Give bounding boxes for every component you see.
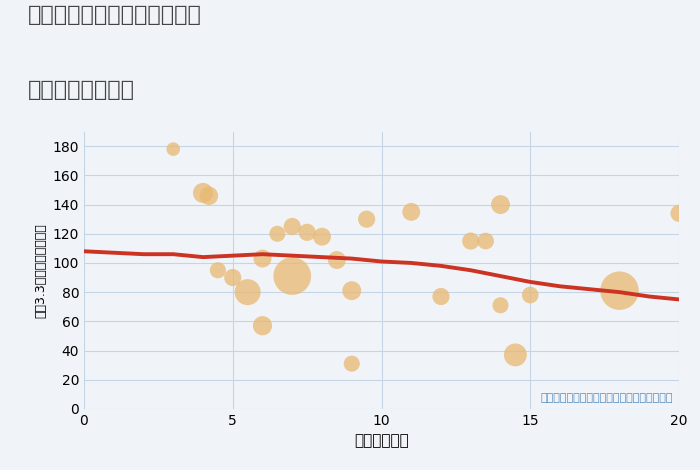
Point [168, 145, 179, 153]
Point [346, 287, 357, 294]
Point [480, 237, 491, 245]
Text: 駅距離別土地価格: 駅距離別土地価格 [28, 80, 135, 100]
Point [272, 230, 283, 237]
Point [525, 291, 536, 299]
Point [203, 192, 214, 200]
X-axis label: 駅距離（分）: 駅距離（分） [354, 433, 409, 448]
Point [406, 208, 417, 216]
Point [227, 274, 238, 282]
Point [361, 215, 372, 223]
Point [673, 210, 685, 217]
Point [465, 237, 476, 245]
Point [331, 256, 342, 264]
Point [316, 233, 328, 241]
Point [495, 201, 506, 208]
Point [257, 255, 268, 262]
Point [510, 351, 521, 359]
Point [435, 293, 447, 300]
Point [287, 223, 298, 230]
Text: 兵庫県西宮市甲子園九番町の: 兵庫県西宮市甲子園九番町の [28, 5, 202, 25]
Point [346, 360, 357, 368]
Point [614, 287, 625, 294]
Point [495, 302, 506, 309]
Point [302, 228, 313, 236]
Point [242, 289, 253, 296]
Point [197, 189, 209, 196]
Point [287, 272, 298, 280]
Point [257, 322, 268, 329]
Point [212, 266, 223, 274]
Text: 円の大きさは、取引のあった物件面積を示す: 円の大きさは、取引のあった物件面積を示す [540, 393, 673, 403]
Y-axis label: 坪（3.3㎡）単価（万円）: 坪（3.3㎡）単価（万円） [34, 223, 47, 318]
